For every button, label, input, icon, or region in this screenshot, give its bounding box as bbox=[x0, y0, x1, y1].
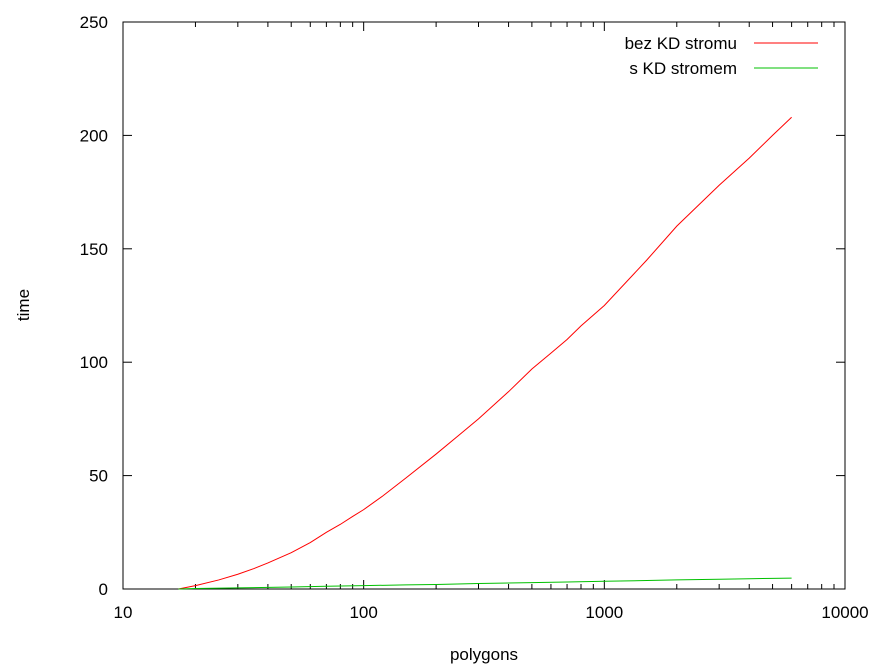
legend-label-2: s KD stromem bbox=[629, 59, 737, 78]
y-tick-label: 200 bbox=[80, 126, 108, 145]
series-lines bbox=[178, 116, 792, 590]
plot-frame bbox=[122, 21, 846, 590]
y-tick-label: 250 bbox=[80, 13, 108, 32]
legend-label-1: bez KD stromu bbox=[625, 34, 737, 53]
x-tick-label: 1000 bbox=[585, 603, 623, 622]
x-axis-title: polygons bbox=[450, 645, 518, 664]
x-tick-label: 10 bbox=[114, 603, 133, 622]
x-tick-label: 100 bbox=[349, 603, 377, 622]
x-tick-label: 10000 bbox=[821, 603, 868, 622]
y-axis-title: time bbox=[14, 289, 33, 321]
legend: bez KD stromu s KD stromem bbox=[625, 34, 818, 78]
y-tick-label: 0 bbox=[99, 580, 108, 599]
y-tick-label: 100 bbox=[80, 353, 108, 372]
tick-marks bbox=[122, 21, 846, 590]
series-line-2 bbox=[178, 577, 792, 590]
y-tick-label: 50 bbox=[89, 467, 108, 486]
series-line-1 bbox=[178, 116, 792, 590]
y-tick-label: 150 bbox=[80, 240, 108, 259]
tick-labels: 10 100 1000 10000 0 50 100 150 200 250 bbox=[80, 13, 869, 622]
